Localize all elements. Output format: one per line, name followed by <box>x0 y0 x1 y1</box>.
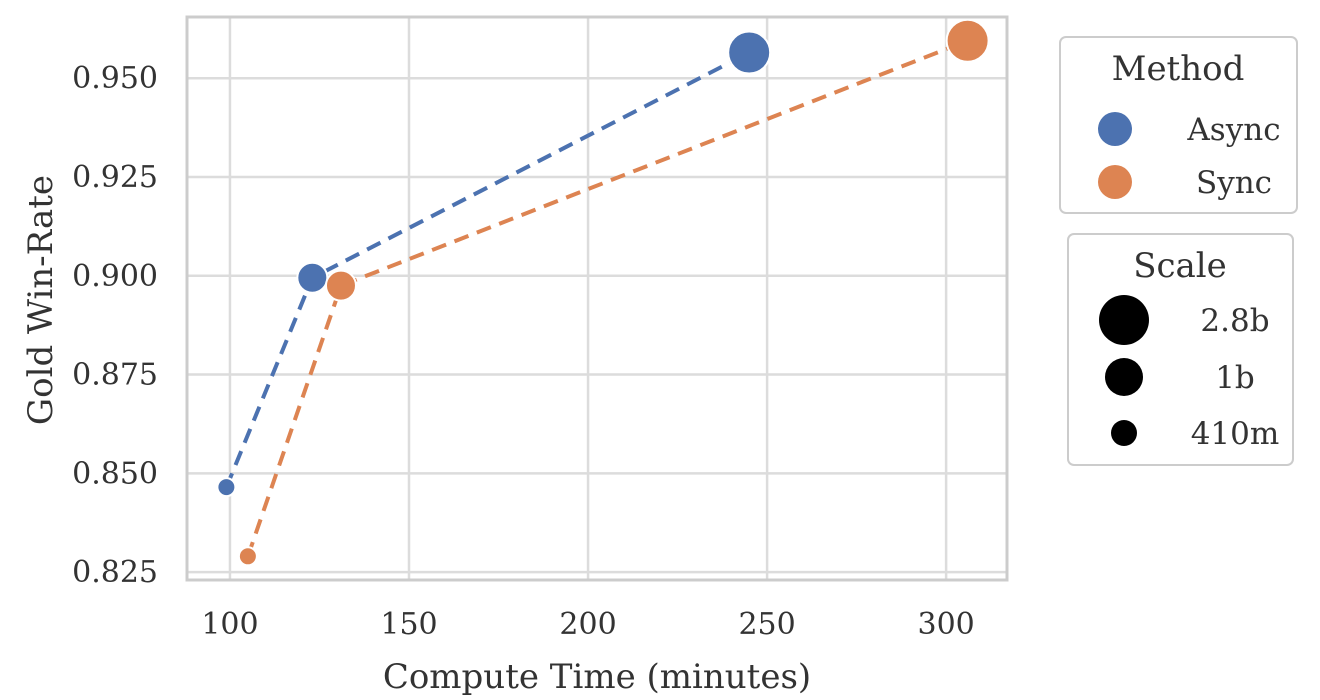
data-point-sync <box>324 269 357 302</box>
legend-size-marker <box>1099 295 1149 345</box>
legend-method-title: Method <box>1112 49 1245 89</box>
y-tick-label: 0.850 <box>72 456 158 491</box>
y-tick-label: 0.825 <box>72 555 158 590</box>
legend-marker-sync <box>1098 165 1132 199</box>
grid <box>187 17 1007 580</box>
x-tick-label: 100 <box>201 607 258 642</box>
x-axis-title: Compute Time (minutes) <box>383 657 811 697</box>
y-tick-labels: 0.825 0.850 0.875 0.900 0.925 0.950 <box>72 61 158 590</box>
data-point-async <box>727 30 772 75</box>
legend-label-sync: Sync <box>1196 165 1272 201</box>
data-point-async <box>296 261 329 294</box>
legend-size-label: 1b <box>1215 360 1255 396</box>
x-tick-label: 250 <box>738 607 795 642</box>
data-point-sync <box>945 18 990 63</box>
legend-size-label: 410m <box>1191 416 1280 452</box>
data-points <box>216 18 990 567</box>
legend-marker-async <box>1098 112 1132 146</box>
data-point-sync <box>237 546 258 567</box>
plot-frame <box>185 15 1009 582</box>
x-tick-label: 300 <box>917 607 974 642</box>
x-tick-label: 200 <box>559 607 616 642</box>
legend-scale-title: Scale <box>1133 246 1227 286</box>
legend-scale-frame <box>1067 233 1294 466</box>
data-point-async <box>216 477 237 498</box>
legend-method: Method Async Sync <box>1059 36 1298 214</box>
legend-size-label: 2.8b <box>1200 303 1269 339</box>
y-tick-label: 0.925 <box>72 160 158 195</box>
legend-scale: Scale 2.8b 1b 410m <box>1067 233 1294 466</box>
x-tick-labels: 100 150 200 250 300 <box>201 607 974 642</box>
y-axis-title: Gold Win-Rate <box>21 175 61 425</box>
legend-size-marker <box>1111 420 1137 446</box>
legend-size-marker <box>1105 358 1143 396</box>
series-line-sync <box>246 38 969 557</box>
legend-label-async: Async <box>1186 112 1280 148</box>
y-tick-label: 0.950 <box>72 61 158 96</box>
y-tick-label: 0.900 <box>72 259 158 294</box>
y-tick-label: 0.875 <box>72 358 158 393</box>
x-tick-label: 150 <box>380 607 437 642</box>
